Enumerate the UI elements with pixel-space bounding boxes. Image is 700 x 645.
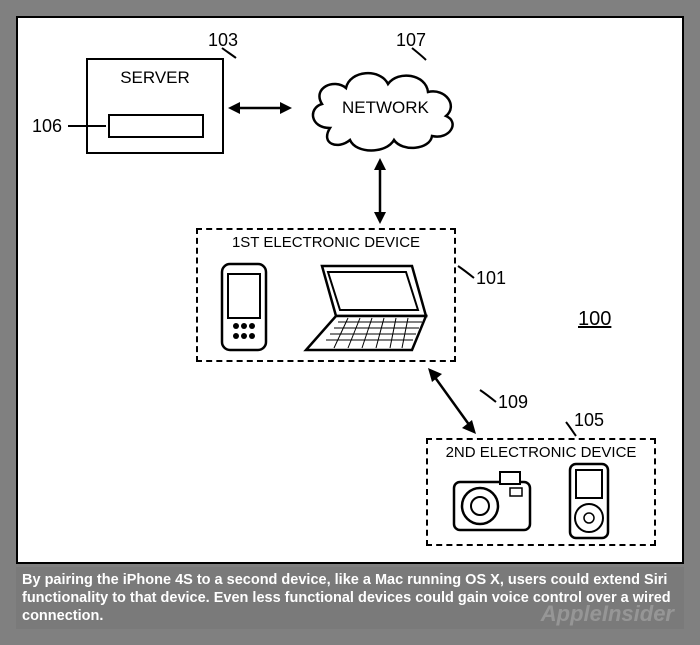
watermark: AppleInsider bbox=[541, 600, 674, 628]
device2-label: 2ND ELECTRONIC DEVICE bbox=[446, 444, 637, 461]
ref-105: 105 bbox=[574, 410, 604, 431]
ipod-icon bbox=[564, 462, 614, 540]
camera-icon bbox=[450, 468, 534, 534]
figure-caption: By pairing the iPhone 4S to a second dev… bbox=[16, 567, 684, 629]
patent-diagram: SERVER 103 106 NETWORK 107 bbox=[16, 16, 684, 564]
figure-frame: SERVER 103 106 NETWORK 107 bbox=[12, 12, 688, 633]
